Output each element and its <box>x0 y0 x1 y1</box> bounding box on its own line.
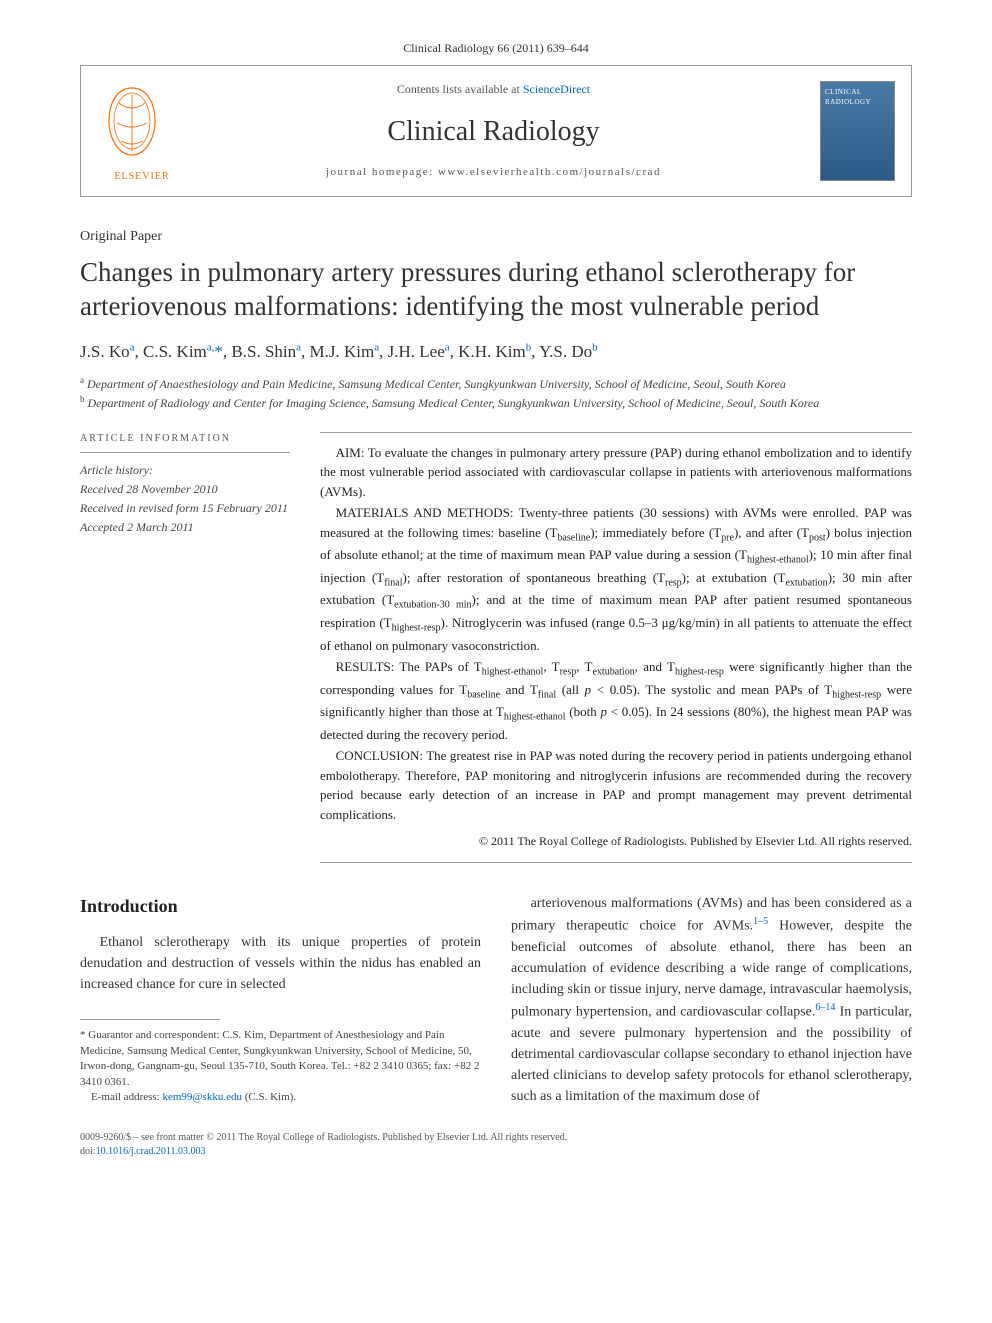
affiliations: a Department of Anaesthesiology and Pain… <box>80 374 912 412</box>
cover-label: CLINICAL RADIOLOGY <box>825 88 890 108</box>
journal-title: Clinical Radiology <box>187 112 800 151</box>
intro-paragraph-2: arteriovenous malformations (AVMs) and h… <box>511 893 912 1106</box>
doi-link[interactable]: 10.1016/j.crad.2011.03.003 <box>96 1146 206 1157</box>
front-matter-footer: 0009-9260/$ – see front matter © 2011 Th… <box>80 1131 912 1159</box>
abstract-copyright: © 2011 The Royal College of Radiologists… <box>320 832 912 850</box>
journal-homepage: journal homepage: www.elsevierhealth.com… <box>187 165 800 180</box>
sciencedirect-link[interactable]: ScienceDirect <box>523 82 590 96</box>
abstract: AIM: To evaluate the changes in pulmonar… <box>320 432 912 864</box>
corresponding-author-footnote: * Guarantor and correspondent: C.S. Kim,… <box>80 1028 481 1105</box>
body-column-left: Introduction Ethanol sclerotherapy with … <box>80 893 481 1106</box>
masthead: ELSEVIER Contents lists available at Sci… <box>80 65 912 197</box>
article-title: Changes in pulmonary artery pressures du… <box>80 256 912 324</box>
article-info: ARTICLE INFORMATION Article history: Rec… <box>80 432 290 864</box>
introduction-heading: Introduction <box>80 893 481 920</box>
abstract-methods: MATERIALS AND METHODS: Twenty-three pati… <box>320 503 912 655</box>
article-info-header: ARTICLE INFORMATION <box>80 432 290 453</box>
abstract-results: RESULTS: The PAPs of Thighest-ethanol, T… <box>320 657 912 744</box>
intro-paragraph-1: Ethanol sclerotherapy with its unique pr… <box>80 932 481 995</box>
accepted-date: Accepted 2 March 2011 <box>80 518 290 537</box>
history-label: Article history: <box>80 461 290 480</box>
journal-cover-thumb[interactable]: CLINICAL RADIOLOGY <box>820 81 895 181</box>
homepage-url[interactable]: www.elsevierhealth.com/journals/crad <box>438 166 661 178</box>
body-column-right: arteriovenous malformations (AVMs) and h… <box>511 893 912 1106</box>
received-date: Received 28 November 2010 <box>80 480 290 499</box>
abstract-aim: AIM: To evaluate the changes in pulmonar… <box>320 443 912 502</box>
journal-citation: Clinical Radiology 66 (2011) 639–644 <box>80 40 912 57</box>
authors: J.S. Koa, C.S. Kima,*, B.S. Shina, M.J. … <box>80 340 912 364</box>
revised-date: Received in revised form 15 February 201… <box>80 499 290 518</box>
elsevier-logo[interactable]: ELSEVIER <box>97 78 187 184</box>
elsevier-name: ELSEVIER <box>97 170 187 184</box>
paper-type: Original Paper <box>80 227 912 247</box>
contents-line: Contents lists available at ScienceDirec… <box>187 81 800 98</box>
abstract-conclusion: CONCLUSION: The greatest rise in PAP was… <box>320 746 912 824</box>
corresponding-email-link[interactable]: kem99@skku.edu <box>162 1091 241 1103</box>
